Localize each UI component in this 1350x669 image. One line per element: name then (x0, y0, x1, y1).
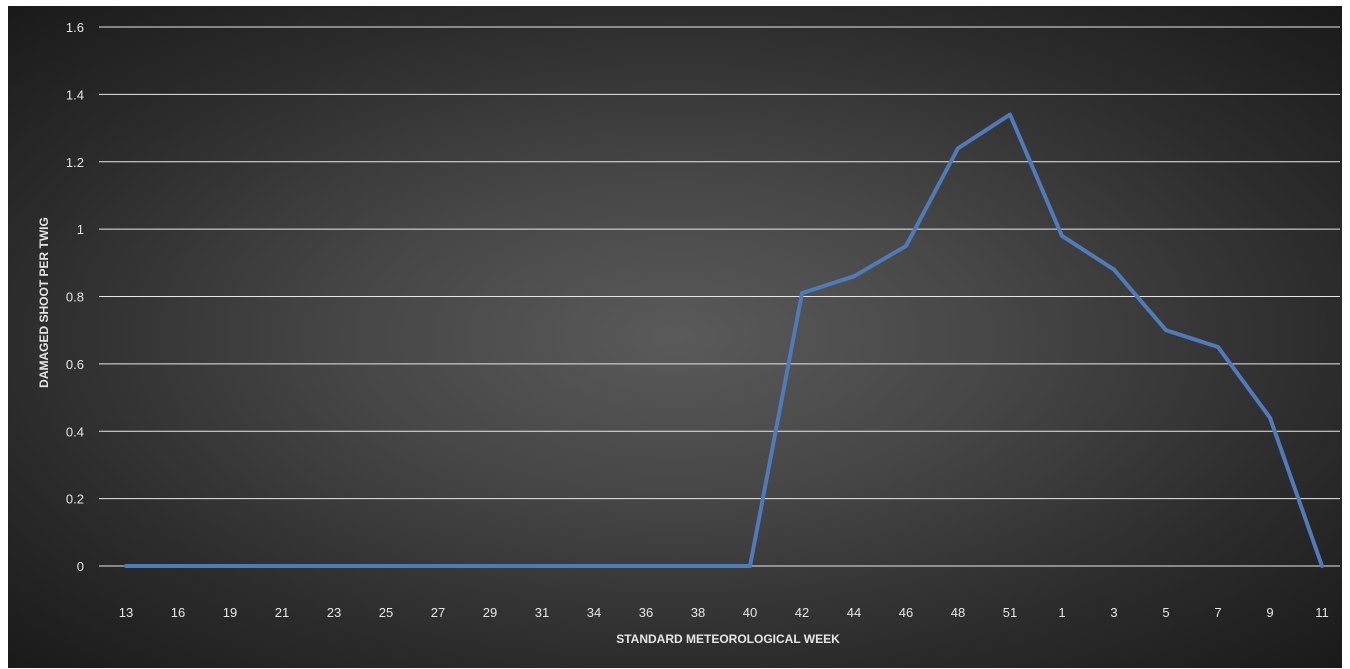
x-tick-label: 51 (1003, 605, 1017, 620)
x-tick-label: 3 (1110, 605, 1117, 620)
y-tick-label: 0 (77, 559, 84, 574)
data-point (1269, 417, 1271, 419)
series-layer (124, 112, 1324, 568)
y-tick-label: 0.8 (66, 290, 84, 305)
x-tick-label: 27 (431, 605, 445, 620)
x-tick-label: 31 (535, 605, 549, 620)
gridlines (99, 26, 1340, 567)
x-tick-label: 19 (223, 605, 237, 620)
line-chart: 00.20.40.60.811.21.41.6 13 16 19 21 23 25 27 29… (37, 20, 1340, 646)
x-tick-label: 21 (275, 605, 289, 620)
y-axis-title: DAMAGED SHOOT PER TWIG (37, 217, 51, 388)
x-tick-label: 42 (795, 605, 809, 620)
y-tick-label: 1 (77, 222, 84, 237)
x-tick-label: 25 (379, 605, 393, 620)
data-point (593, 565, 595, 567)
data-point (697, 565, 699, 567)
data-point (541, 565, 543, 567)
y-tick-label: 0.6 (66, 357, 84, 372)
x-tick-label: 48 (951, 605, 965, 620)
y-tick-label: 1.4 (66, 87, 84, 102)
x-tick-label: 16 (171, 605, 185, 620)
data-point (385, 565, 387, 567)
data-point (1165, 329, 1167, 331)
x-tick-label: 7 (1214, 605, 1221, 620)
y-tick-label: 0.4 (66, 424, 84, 439)
x-axis-ticks: 13 16 19 21 23 25 27 29 31 34 36 38 40 42 44 46 48 51 1 3 5 7… (119, 605, 1329, 620)
x-tick-label: 29 (483, 605, 497, 620)
x-tick-label: 23 (327, 605, 341, 620)
chart-area: 0 0.2 0.4 0.6 0.8 1 1.2 1.4 1.6 13 16 19 21 23 25 27 29… (8, 6, 1342, 668)
x-tick-label: 36 (639, 605, 653, 620)
data-point (1321, 565, 1323, 567)
data-point (489, 565, 491, 567)
data-point (177, 565, 179, 567)
data-point (749, 565, 751, 567)
x-tick-label: 44 (847, 605, 861, 620)
data-point (645, 565, 647, 567)
x-tick-label: 9 (1266, 605, 1273, 620)
data-point (1113, 269, 1115, 271)
data-point (853, 275, 855, 277)
x-tick-label: 1 (1058, 605, 1065, 620)
data-point (333, 565, 335, 567)
data-point (905, 245, 907, 247)
data-point (437, 565, 439, 567)
data-point (229, 565, 231, 567)
x-tick-label: 11 (1315, 605, 1329, 620)
x-tick-label: 34 (587, 605, 601, 620)
y-tick-label: 0.2 (66, 492, 84, 507)
data-point (281, 565, 283, 567)
x-tick-label: 46 (899, 605, 913, 620)
data-point (957, 147, 959, 149)
series-line (124, 112, 1324, 568)
data-point (1009, 114, 1011, 116)
x-tick-label: 13 (119, 605, 133, 620)
x-axis-title: STANDARD METEOROLOGICAL WEEK (616, 632, 840, 646)
data-point (801, 292, 803, 294)
x-tick-label: 40 (743, 605, 757, 620)
x-tick-label: 38 (691, 605, 705, 620)
y-tick-label: 1.6 (66, 20, 84, 35)
y-axis-ticks: 0 0.2 0.4 0.6 0.8 1 1.2 1.4 1.6 (66, 20, 84, 574)
x-tick-label: 5 (1162, 605, 1169, 620)
data-point (1217, 346, 1219, 348)
y-tick-label: 1.2 (66, 155, 84, 170)
data-point (1061, 235, 1063, 237)
data-point (125, 565, 127, 567)
